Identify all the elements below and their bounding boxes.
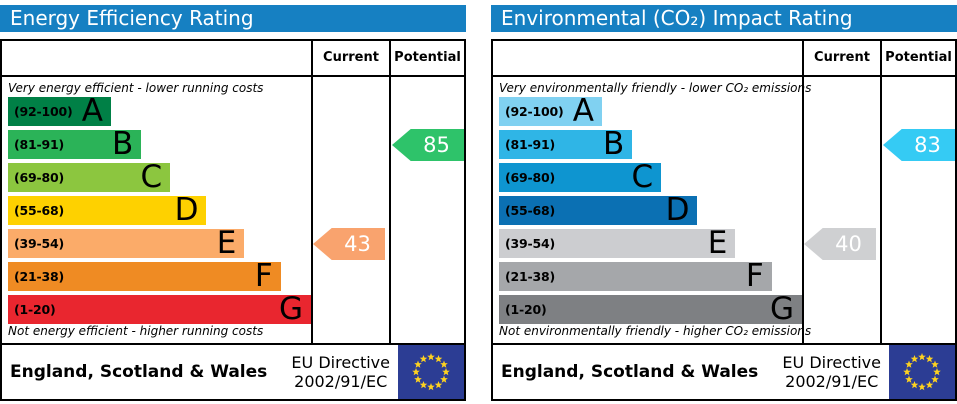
top-caption: Very energy efficient - lower running co… bbox=[8, 81, 264, 95]
current-column-header: Current bbox=[323, 50, 379, 65]
band-d: (55-68) D bbox=[499, 192, 698, 228]
band-a: (92-100) A bbox=[499, 93, 603, 129]
rating-scale: Very environmentally friendly - lower CO… bbox=[493, 77, 955, 343]
potential-rating-arrow: 85 bbox=[392, 129, 464, 161]
band-range: (92-100) bbox=[505, 104, 564, 119]
band-letter: F bbox=[254, 258, 273, 294]
potential-rating-value: 85 bbox=[423, 133, 450, 157]
panel-footer: England, Scotland & Wales EU Directive 2… bbox=[2, 343, 464, 399]
panel-title: Environmental (CO₂) Impact Rating bbox=[491, 5, 957, 32]
band-c: (69-80) C bbox=[499, 159, 662, 195]
band-g: (1-20) G bbox=[499, 291, 802, 327]
band-range: (1-20) bbox=[14, 302, 56, 317]
band-row: (92-100) A bbox=[8, 93, 311, 129]
band-e: (39-54) E bbox=[499, 225, 736, 261]
potential-rating-arrow: 83 bbox=[883, 129, 955, 161]
band-letter: C bbox=[140, 159, 163, 195]
band-row: (69-80) C bbox=[8, 159, 311, 195]
band-letter: B bbox=[112, 126, 134, 162]
panel-footer: England, Scotland & Wales EU Directive 2… bbox=[493, 343, 955, 399]
band-b: (81-91) B bbox=[8, 126, 142, 162]
table-header: Current Potential bbox=[2, 41, 464, 77]
band-letter: A bbox=[572, 93, 595, 129]
band-row: (69-80) C bbox=[499, 159, 802, 195]
rating-bands: (92-100) A (81-91) B (69-80) C (55-68) D (39… bbox=[499, 93, 802, 328]
column-divider bbox=[311, 41, 313, 343]
band-letter: G bbox=[278, 291, 303, 327]
region-label: England, Scotland & Wales bbox=[501, 362, 759, 382]
current-rating-value: 40 bbox=[835, 232, 862, 256]
band-range: (81-91) bbox=[14, 137, 65, 152]
energy-efficiency-panel: Energy Efficiency Rating Current Potenti… bbox=[0, 5, 466, 401]
potential-column-header: Potential bbox=[394, 50, 461, 65]
band-range: (39-54) bbox=[505, 236, 556, 251]
column-divider bbox=[880, 41, 882, 343]
band-letter: F bbox=[745, 258, 764, 294]
band-letter: C bbox=[631, 159, 654, 195]
current-rating-arrow: 40 bbox=[804, 228, 876, 260]
band-row: (92-100) A bbox=[499, 93, 802, 129]
eu-directive-label: EU Directive 2002/91/EC bbox=[782, 352, 881, 391]
co2-impact-panel: Environmental (CO₂) Impact Rating Curren… bbox=[491, 5, 957, 401]
band-letter: B bbox=[603, 126, 625, 162]
table-header: Current Potential bbox=[493, 41, 955, 77]
band-row: (81-91) B bbox=[8, 126, 311, 162]
band-row: (1-20) G bbox=[499, 291, 802, 327]
band-range: (55-68) bbox=[505, 203, 556, 218]
band-range: (69-80) bbox=[14, 170, 65, 185]
band-a: (92-100) A bbox=[8, 93, 112, 129]
region-label: England, Scotland & Wales bbox=[10, 362, 268, 382]
potential-rating-value: 83 bbox=[914, 133, 941, 157]
potential-column-header: Potential bbox=[885, 50, 952, 65]
bottom-caption: Not energy efficient - higher running co… bbox=[8, 324, 264, 338]
eu-flag-icon bbox=[889, 345, 955, 399]
band-f: (21-38) F bbox=[499, 258, 772, 294]
band-letter: D bbox=[665, 192, 690, 228]
band-letter: A bbox=[81, 93, 104, 129]
band-range: (21-38) bbox=[505, 269, 556, 284]
rating-scale: Very energy efficient - lower running co… bbox=[2, 77, 464, 343]
band-letter: E bbox=[216, 225, 237, 261]
band-row: (81-91) B bbox=[499, 126, 802, 162]
band-range: (92-100) bbox=[14, 104, 73, 119]
band-e: (39-54) E bbox=[8, 225, 245, 261]
band-b: (81-91) B bbox=[499, 126, 633, 162]
rating-table: Current Potential Very energy efficient … bbox=[0, 39, 466, 401]
band-row: (21-38) F bbox=[499, 258, 802, 294]
band-row: (55-68) D bbox=[499, 192, 802, 228]
eu-directive-label: EU Directive 2002/91/EC bbox=[291, 352, 390, 391]
current-rating-value: 43 bbox=[344, 232, 371, 256]
current-column-header: Current bbox=[814, 50, 870, 65]
eu-flag-icon bbox=[398, 345, 464, 399]
band-range: (1-20) bbox=[505, 302, 547, 317]
band-c: (69-80) C bbox=[8, 159, 171, 195]
bottom-caption: Not environmentally friendly - higher CO… bbox=[499, 324, 812, 338]
band-range: (55-68) bbox=[14, 203, 65, 218]
band-row: (39-54) E bbox=[499, 225, 802, 261]
band-row: (21-38) F bbox=[8, 258, 311, 294]
top-caption: Very environmentally friendly - lower CO… bbox=[499, 81, 812, 95]
rating-bands: (92-100) A (81-91) B (69-80) C (55-68) D (39… bbox=[8, 93, 311, 328]
current-rating-arrow: 43 bbox=[313, 228, 385, 260]
column-divider bbox=[389, 41, 391, 343]
rating-table: Current Potential Very environmentally f… bbox=[491, 39, 957, 401]
band-range: (69-80) bbox=[505, 170, 556, 185]
band-row: (55-68) D bbox=[8, 192, 311, 228]
panel-title: Energy Efficiency Rating bbox=[0, 5, 466, 32]
band-f: (21-38) F bbox=[8, 258, 281, 294]
band-letter: G bbox=[769, 291, 794, 327]
band-letter: E bbox=[707, 225, 728, 261]
band-d: (55-68) D bbox=[8, 192, 207, 228]
band-range: (39-54) bbox=[14, 236, 65, 251]
band-row: (1-20) G bbox=[8, 291, 311, 327]
band-g: (1-20) G bbox=[8, 291, 311, 327]
band-range: (81-91) bbox=[505, 137, 556, 152]
band-letter: D bbox=[174, 192, 199, 228]
band-range: (21-38) bbox=[14, 269, 65, 284]
column-divider bbox=[802, 41, 804, 343]
band-row: (39-54) E bbox=[8, 225, 311, 261]
